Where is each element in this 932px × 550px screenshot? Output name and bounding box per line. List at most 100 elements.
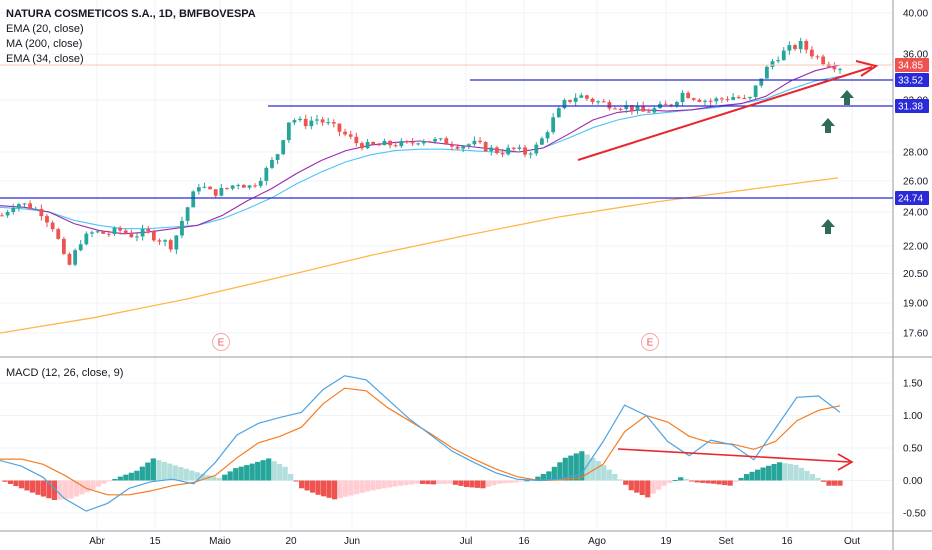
macd-histogram-bar-positive	[167, 463, 173, 481]
candle-up	[573, 97, 578, 102]
price-tag-label: 34.85	[898, 61, 923, 72]
candle-down	[663, 103, 668, 105]
candle-down	[405, 140, 409, 143]
candle-up	[264, 167, 269, 181]
macd-histogram-bar-positive	[244, 465, 250, 481]
earnings-event-label: E	[647, 338, 654, 349]
candle-up	[798, 41, 803, 50]
candle-down	[444, 138, 449, 145]
macd-histogram-bar-positive	[233, 468, 239, 481]
candle-up	[281, 140, 286, 155]
macd-histogram-bar-negative	[650, 480, 656, 494]
macd-histogram-bar-positive	[683, 478, 689, 481]
macd-histogram-bar-positive	[760, 467, 766, 481]
price-axis-tick: 28.00	[903, 148, 928, 159]
indicator-label-ema20: EMA (20, close)	[6, 23, 84, 35]
earnings-event-icon	[212, 333, 230, 351]
macd-histogram-bar-negative	[628, 480, 634, 491]
candle-down	[106, 233, 111, 235]
candle-down	[719, 98, 724, 100]
candle-up	[202, 186, 207, 188]
divergence-line	[617, 448, 851, 463]
candle-down	[804, 41, 809, 50]
candle-up	[5, 211, 10, 216]
macd-histogram-bar-positive	[271, 461, 277, 481]
price-tag-label: 31.38	[898, 102, 923, 113]
macd-histogram-bar-negative	[507, 480, 513, 483]
macd-histogram-bar-negative	[332, 480, 338, 500]
candle-down	[410, 142, 415, 144]
candle-up	[163, 240, 168, 242]
price-tag	[895, 73, 929, 87]
price-axis-tick: 36.00	[903, 50, 928, 61]
macd-histogram-bar-positive	[150, 458, 156, 481]
macd-histogram-bar-negative	[831, 480, 838, 486]
macd-histogram-bar-negative	[84, 480, 91, 493]
macd-histogram-bar-negative	[73, 480, 80, 497]
macd-histogram-bar-negative	[62, 480, 69, 500]
macd-histogram-bar-positive	[255, 461, 261, 481]
macd-histogram-bar-negative	[35, 480, 41, 495]
candle-up	[703, 100, 707, 102]
macd-histogram-bar-positive	[172, 465, 178, 481]
time-axis-tick: Jul	[460, 536, 473, 547]
macd-histogram-bar-positive	[744, 474, 750, 481]
macd-histogram-bar-positive	[227, 471, 233, 481]
candle-up	[438, 138, 443, 140]
time-axis-tick: Abr	[89, 536, 105, 547]
macd-histogram-bar-negative	[639, 480, 645, 496]
candle-down	[686, 92, 691, 99]
candle-down	[613, 108, 617, 110]
time-axis-tick: 16	[781, 536, 793, 547]
candle-down	[495, 147, 499, 154]
macd-histogram-bar-positive	[128, 472, 134, 481]
candle-down	[500, 153, 505, 155]
candle-up	[489, 147, 494, 152]
candle-down	[601, 101, 606, 103]
candle-up	[33, 208, 38, 210]
price-axis-tick: 17.60	[903, 329, 928, 340]
candle-up	[326, 122, 331, 124]
candle-down	[708, 100, 713, 102]
macd-histogram-bar-negative	[326, 480, 332, 498]
candle-up	[764, 66, 769, 79]
macd-line	[0, 375, 841, 512]
candle-down	[826, 64, 831, 67]
price-tag-label: 33.52	[898, 76, 923, 87]
macd-histogram-bar-negative	[381, 480, 387, 489]
candle-down	[61, 238, 66, 254]
macd-histogram-bar-positive	[787, 464, 794, 481]
macd-histogram-bar-positive	[524, 480, 530, 482]
candle-up	[781, 50, 786, 61]
macd-histogram-bar-positive	[112, 478, 118, 481]
macd-histogram-bar-negative	[430, 480, 437, 485]
macd-histogram-bar-positive	[282, 466, 288, 481]
candle-down	[450, 144, 454, 147]
candle-up	[270, 159, 274, 168]
macd-histogram-bar-positive	[145, 462, 151, 481]
macd-histogram-bar-negative	[689, 480, 695, 482]
price-axis-tick: 40.00	[903, 9, 928, 20]
candle-up	[275, 154, 280, 160]
macd-histogram-bar-negative	[447, 480, 453, 484]
candle-down	[585, 95, 589, 99]
candle-down	[725, 99, 730, 101]
macd-histogram-bar-positive	[562, 457, 568, 481]
ema20-line	[0, 64, 841, 235]
macd-histogram-bar-negative	[106, 480, 112, 482]
candle-down	[618, 108, 623, 110]
macd-axis-tick: -0.50	[903, 509, 926, 520]
candle-up	[16, 204, 21, 208]
macd-histogram-bar-negative	[419, 480, 426, 484]
candle-down	[320, 119, 325, 123]
macd-histogram-bar-positive	[123, 474, 129, 481]
candle-up	[382, 140, 387, 146]
macd-histogram-bar-negative	[425, 480, 431, 485]
candle-down	[832, 66, 837, 70]
macd-histogram-bar-positive	[134, 470, 140, 481]
candle-down	[393, 145, 398, 147]
candle-down	[815, 56, 820, 58]
macd-histogram-bar-negative	[502, 480, 508, 484]
